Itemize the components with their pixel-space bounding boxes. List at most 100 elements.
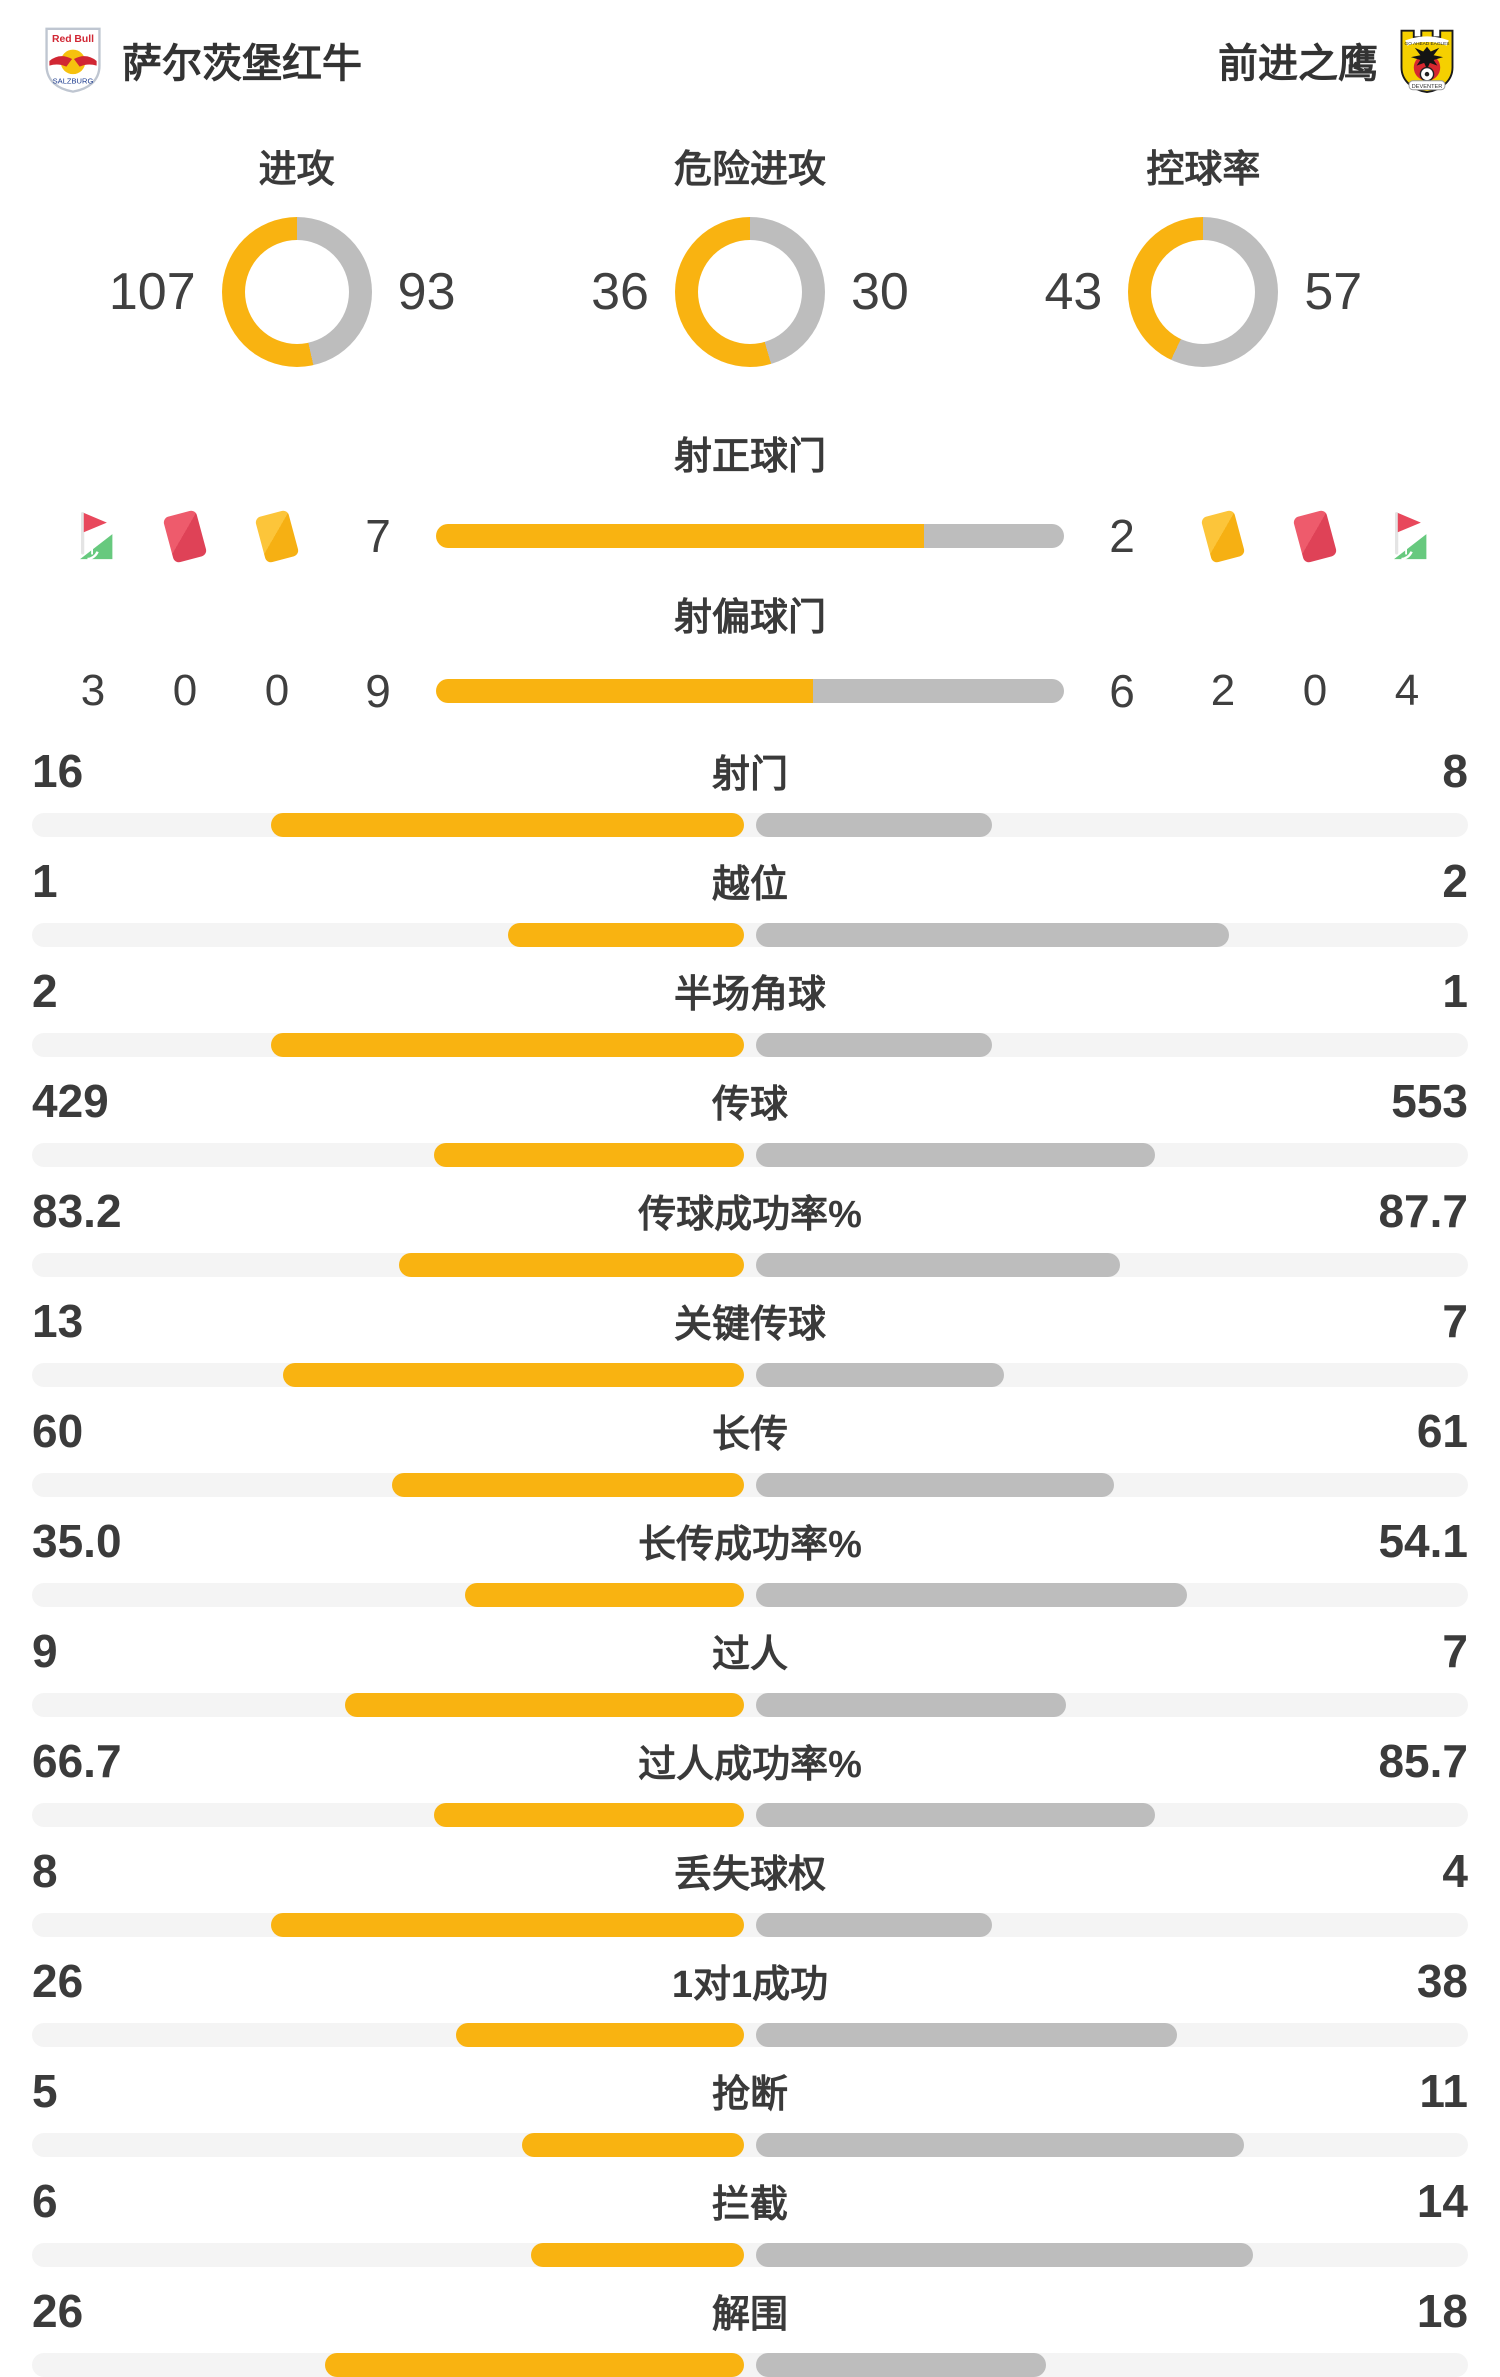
stat-home-value: 9: [32, 1625, 58, 1677]
stat-bar-home: [465, 1583, 744, 1607]
stat-label: 过人成功率%: [638, 1744, 862, 1786]
away-logo-text-top: GO AHEAD EAGLES: [1405, 41, 1450, 47]
stat-home-value: 8: [32, 1845, 58, 1897]
stat-home-value: 6: [32, 2175, 58, 2227]
stat-bar-away: [756, 1583, 1187, 1607]
stat-bar-track: [32, 1363, 1468, 1387]
shots-on-target-home-bar: [436, 524, 925, 548]
stat-away-value: 14: [1416, 2175, 1468, 2227]
stat-label: 传球成功率%: [638, 1194, 862, 1236]
home-yellow-card-icon: [234, 500, 320, 572]
stat-row: 26 解围 18: [32, 2285, 1468, 2377]
stat-bar-away: [756, 813, 993, 837]
home-corners-count: 3: [80, 666, 106, 715]
stat-away-value: 8: [1442, 745, 1468, 797]
stat-bar-home: [271, 813, 744, 837]
stat-row: 5 抢断 11: [32, 2065, 1468, 2157]
stat-bar-home: [271, 1033, 744, 1057]
shots-off-target-home-value: 9: [365, 665, 391, 717]
home-corner-flag-icon: [50, 500, 136, 572]
stat-home-value: 83.2: [32, 1185, 122, 1237]
stats-list: 16 射门 8 1 越位 2 2 半场角球 1: [0, 737, 1500, 2377]
stat-row: 16 射门 8: [32, 745, 1468, 837]
stat-away-value: 85.7: [1378, 1735, 1468, 1787]
stat-away-value: 18: [1416, 2285, 1468, 2337]
stat-row: 8 丢失球权 4: [32, 1845, 1468, 1937]
donut-title: 控球率: [1146, 149, 1261, 191]
stat-bar-away: [756, 1473, 1114, 1497]
shots-off-target-away-value: 6: [1109, 665, 1135, 717]
stat-bar-track: [32, 1473, 1468, 1497]
stat-label: 抢断: [711, 2074, 788, 2116]
stat-bar-track: [32, 1693, 1468, 1717]
stat-label: 过人: [711, 1634, 788, 1676]
stat-home-value: 26: [32, 2285, 84, 2337]
stat-row: 13 关键传球 7: [32, 1295, 1468, 1387]
home-yellow-cards-count: 0: [264, 666, 290, 715]
shots-on-target-away-bar: [924, 524, 1064, 548]
home-logo-text-bottom: SALZBURG: [53, 77, 94, 86]
stat-bar-home: [344, 1693, 744, 1717]
donut-home-value: 43: [1044, 263, 1103, 321]
stat-away-value: 2: [1442, 855, 1468, 907]
donut-away-value: 30: [850, 263, 909, 321]
stat-home-value: 13: [32, 1295, 84, 1347]
shots-on-target-title: 射正球门: [673, 436, 826, 478]
shots-section: 射正球门 7 2: [0, 397, 1500, 737]
stat-home-value: 60: [32, 1405, 84, 1457]
stat-bar-away: [756, 923, 1229, 947]
stat-bar-track: [32, 923, 1468, 947]
donut-ring: [221, 217, 372, 367]
stat-label: 半场角球: [673, 974, 826, 1016]
stat-row: 2 半场角球 1: [32, 965, 1468, 1057]
stat-bar-home: [271, 1913, 744, 1937]
stat-away-value: 54.1: [1378, 1515, 1468, 1567]
stat-label: 长传: [711, 1414, 788, 1456]
donut-title: 进攻: [258, 149, 335, 191]
stat-away-value: 61: [1416, 1405, 1468, 1457]
donut-title: 危险进攻: [673, 149, 826, 191]
stat-row: 60 长传 61: [32, 1405, 1468, 1497]
away-team[interactable]: 前进之鹰 GO AHEAD EAGLES DEVENTER: [1218, 26, 1458, 94]
stat-bar-track: [32, 2243, 1468, 2267]
stat-bar-home: [433, 1803, 744, 1827]
home-team[interactable]: Red Bull SALZBURG 萨尔茨堡红牛: [42, 26, 362, 94]
stat-row: 26 1对1成功 38: [32, 1955, 1468, 2047]
stat-home-value: 2: [32, 965, 58, 1017]
stat-bar-home: [531, 2243, 744, 2267]
away-corners-count: 4: [1394, 666, 1420, 715]
stat-bar-home: [507, 923, 744, 947]
stat-bar-track: [32, 1253, 1468, 1277]
stat-label: 传球: [711, 1084, 788, 1126]
stat-bar-away: [756, 1803, 1155, 1827]
stat-row: 83.2 传球成功率% 87.7: [32, 1185, 1468, 1277]
home-team-name: 萨尔茨堡红牛: [122, 42, 362, 86]
stat-row: 6 拦截 14: [32, 2175, 1468, 2267]
donut-chart-group: 控球率 43 57: [977, 138, 1430, 367]
stat-bar-away: [756, 2243, 1253, 2267]
stat-home-value: 1: [32, 855, 58, 907]
away-team-logo: GO AHEAD EAGLES DEVENTER: [1400, 29, 1454, 94]
away-logo-text-bottom: DEVENTER: [1412, 84, 1443, 90]
stat-bar-track: [32, 2023, 1468, 2047]
stat-label: 解围: [711, 2294, 788, 2336]
donut-home-value: 107: [108, 263, 196, 321]
stat-bar-track: [32, 813, 1468, 837]
shots-on-target-bar: [436, 524, 1064, 548]
stat-bar-away: [756, 1693, 1067, 1717]
stat-home-value: 26: [32, 1955, 84, 2007]
home-team-logo: Red Bull SALZBURG: [45, 27, 101, 93]
stat-label: 丢失球权: [673, 1854, 826, 1896]
stat-bar-away: [756, 1363, 1005, 1387]
stat-row: 35.0 长传成功率% 54.1: [32, 1515, 1468, 1607]
shots-off-target-bar: [436, 679, 1064, 703]
home-red-card-icon: [142, 500, 228, 572]
stat-away-value: 7: [1442, 1295, 1468, 1347]
stat-bar-track: [32, 1143, 1468, 1167]
away-yellow-card-icon: [1180, 500, 1266, 572]
shots-on-target-home-value: 7: [365, 510, 391, 562]
stat-bar-track: [32, 1803, 1468, 1827]
stat-bar-home: [324, 2353, 744, 2377]
home-logo-text-top: Red Bull: [52, 34, 94, 45]
stat-away-value: 87.7: [1378, 1185, 1468, 1237]
